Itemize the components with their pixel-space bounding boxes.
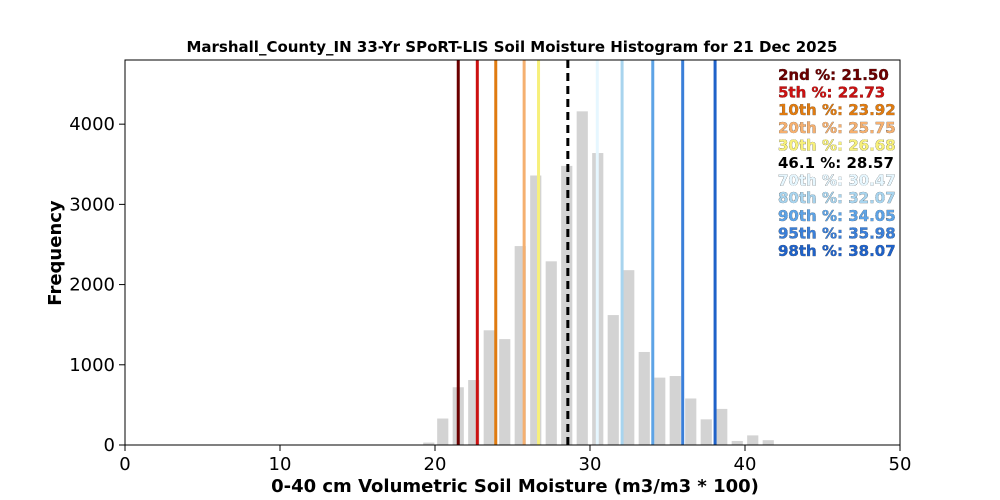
plot-frame: [124, 59, 901, 446]
histogram-bar: [483, 330, 495, 445]
x-axis-label: 0-40 cm Volumetric Soil Moisture (m3/m3 …: [271, 476, 759, 497]
y-tick-label: 1000: [69, 355, 115, 376]
percentile-label: 95th %: 35.98: [778, 224, 896, 242]
histogram-bar: [468, 380, 480, 445]
histogram-bar: [731, 440, 743, 445]
histogram-bar: [561, 165, 573, 446]
histogram-bar: [762, 440, 774, 445]
y-axis-label: Frequency: [45, 200, 66, 306]
percentile-label: 5th %: 22.73: [778, 84, 885, 102]
percentile-label: 2nd %: 21.50: [778, 66, 889, 84]
percentile-label: 30th %: 26.68: [778, 136, 896, 154]
percentile-label: 20th %: 25.75: [778, 119, 896, 137]
x-tick-label: 40: [734, 454, 757, 475]
x-tick-label: 30: [579, 454, 602, 475]
histogram-bar: [545, 261, 557, 445]
percentile-label: 70th %: 30.47: [778, 172, 896, 190]
percentile-label: 90th %: 34.05: [778, 207, 896, 225]
y-tick-label: 4000: [69, 114, 115, 135]
x-tick-label: 50: [889, 454, 912, 475]
histogram-bar: [700, 419, 712, 445]
histogram-bar: [530, 175, 542, 445]
histogram-bar: [747, 435, 759, 446]
x-tick-label: 20: [424, 454, 447, 475]
histogram-bar: [499, 339, 511, 446]
histogram-bar: [514, 246, 526, 445]
histogram-bar: [638, 351, 650, 445]
x-tick-label: 10: [269, 454, 292, 475]
percentile-lines: [456, 60, 717, 445]
chart-title: Marshall_County_IN 33-Yr SPoRT-LIS Soil …: [186, 38, 837, 56]
histogram-bar: [437, 418, 449, 445]
percentile-label: 10th %: 23.92: [778, 101, 896, 119]
y-tick-label: 0: [104, 435, 115, 456]
percentile-label: 98th %: 38.07: [778, 242, 896, 260]
y-tick-label: 3000: [69, 194, 115, 215]
histogram-bar: [716, 408, 728, 445]
histogram-bar: [654, 377, 666, 446]
histogram-bar: [623, 270, 635, 445]
percentile-label: 80th %: 32.07: [778, 189, 896, 207]
x-tick-label: 0: [119, 454, 130, 475]
histogram-bar: [576, 111, 588, 445]
y-axis: 0 1000 2000 3000 4000: [69, 114, 125, 456]
histogram-bar: [607, 315, 619, 445]
histogram-bar: [669, 376, 681, 445]
x-axis: 0 10 20 30 40 50: [119, 445, 911, 475]
percentile-label: 46.1 %: 28.57: [778, 154, 894, 172]
histogram-bar: [423, 442, 435, 445]
histogram-bar: [685, 398, 697, 445]
y-tick-label: 2000: [69, 275, 115, 296]
